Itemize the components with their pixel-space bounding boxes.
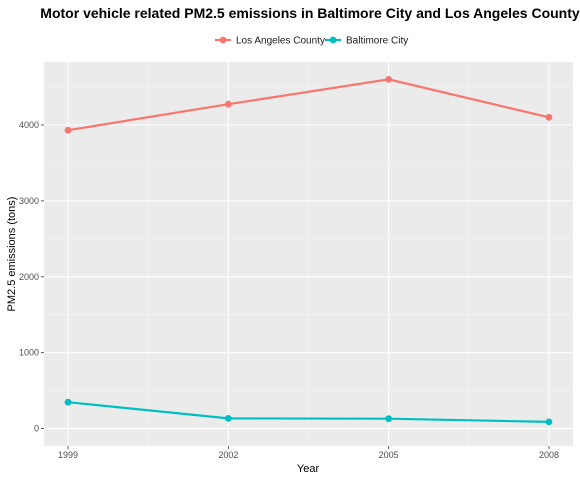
data-point-baltimore-city (545, 418, 553, 426)
y-tick-label: 0 (34, 424, 39, 434)
x-tick-label: 2005 (379, 450, 399, 460)
x-tick-label: 1999 (58, 450, 78, 460)
series-layer (64, 75, 553, 426)
y-tick-label: 2000 (19, 272, 39, 282)
data-point-los-angeles-county (64, 126, 72, 134)
x-tick-label: 2008 (539, 450, 559, 460)
x-axis: 1999 2002 2005 2008 (58, 446, 559, 460)
legend: Los Angeles County Baltimore City (215, 36, 408, 47)
data-point-los-angeles-county (385, 75, 393, 83)
data-point-baltimore-city (385, 415, 393, 423)
y-tick-label: 3000 (19, 196, 39, 206)
data-point-baltimore-city (64, 398, 72, 406)
data-point-los-angeles-county (224, 100, 232, 108)
legend-key-point (219, 36, 227, 44)
x-tick-label: 2002 (218, 450, 238, 460)
x-axis-title: Year (297, 463, 320, 475)
legend-item-los-angeles-county: Los Angeles County (215, 36, 325, 47)
grid-lines (44, 62, 573, 446)
y-axis-title: PM2.5 emissions (tons) (6, 197, 18, 312)
chart-title: Motor vehicle related PM2.5 emissions in… (40, 5, 580, 21)
data-point-los-angeles-county (545, 113, 553, 121)
data-point-baltimore-city (224, 414, 232, 422)
legend-label: Los Angeles County (236, 36, 325, 47)
series-line-los-angeles-county (67, 78, 550, 132)
legend-key-point (329, 36, 337, 44)
y-axis: 0 1000 2000 3000 4000 (19, 120, 44, 434)
y-tick-label: 1000 (19, 348, 39, 358)
legend-item-baltimore-city: Baltimore City (325, 36, 408, 47)
y-tick-label: 4000 (19, 120, 39, 130)
series-line-baltimore-city (67, 401, 549, 423)
series-los-angeles-county (64, 75, 553, 134)
series-baltimore-city (64, 398, 553, 426)
legend-label: Baltimore City (346, 36, 408, 47)
